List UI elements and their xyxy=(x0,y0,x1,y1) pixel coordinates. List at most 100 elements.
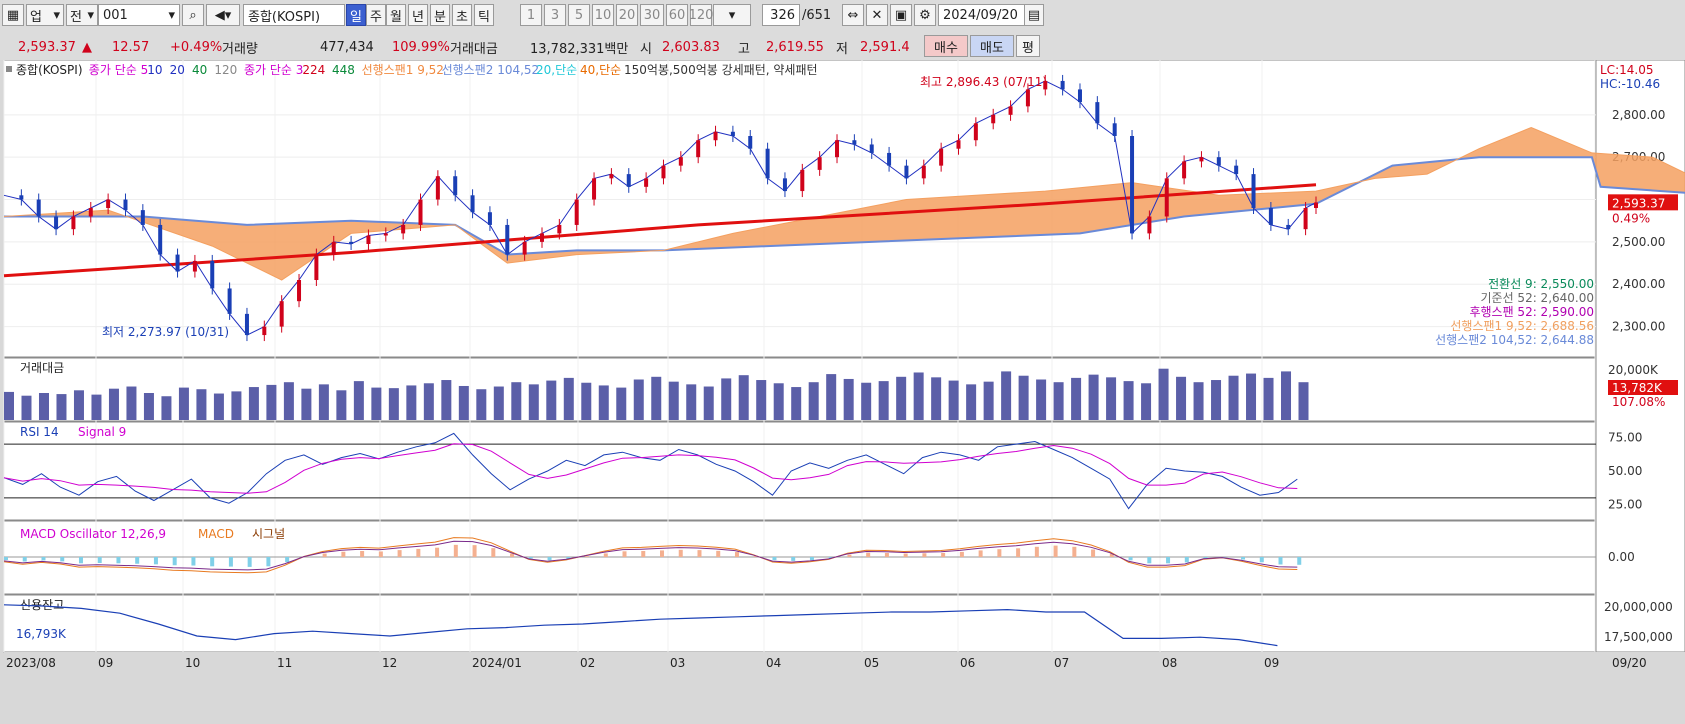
legend-item: 종합(KOSPI) xyxy=(16,63,83,77)
candle-body xyxy=(54,216,59,230)
interval-button-5[interactable]: 5 xyxy=(568,4,590,26)
macd-histogram-bar xyxy=(22,557,27,562)
speaker-icon[interactable]: ◀▾ xyxy=(206,4,240,26)
gear-icon[interactable]: ⚙ xyxy=(914,4,936,26)
candle-body xyxy=(991,114,996,124)
count-input[interactable]: 326 xyxy=(762,4,800,26)
macd-histogram-bar xyxy=(847,554,852,557)
x-tick-label: 04 xyxy=(766,656,781,670)
candle-body xyxy=(904,165,909,179)
buy-button[interactable]: 매수 xyxy=(924,35,968,57)
candle-body xyxy=(1147,216,1152,234)
candle-body xyxy=(782,178,787,192)
volume-bar xyxy=(458,385,469,420)
prev-select[interactable]: 전 ▾ xyxy=(66,4,98,26)
interval-button-3[interactable]: 3 xyxy=(544,4,566,26)
volume-bar xyxy=(808,382,819,420)
rsi-signal-line xyxy=(3,443,1298,494)
interval-button-60[interactable]: 60 xyxy=(666,4,688,26)
save-icon[interactable]: ▣ xyxy=(890,4,912,26)
rsi-tick-label: 75.00 xyxy=(1608,430,1642,444)
x-tick-label: 08 xyxy=(1162,656,1177,670)
period-button-0[interactable]: 일 xyxy=(346,4,366,26)
candle-body xyxy=(1286,224,1291,230)
chevron-down-icon: ▾ xyxy=(53,7,60,23)
interval-button-30[interactable]: 30 xyxy=(640,4,664,26)
volume-bar xyxy=(441,380,452,420)
candle-body xyxy=(210,260,215,289)
macd-histogram-bar xyxy=(959,551,964,557)
x-tick-label: 09 xyxy=(1264,656,1279,670)
calendar-icon[interactable]: ▤ xyxy=(1024,4,1044,26)
volume-bar xyxy=(598,385,609,420)
candle-body xyxy=(887,152,892,166)
interval-dropdown[interactable]: ▾ xyxy=(713,4,751,26)
compare-icon[interactable]: ⇔ xyxy=(842,4,864,26)
date-input[interactable]: 2024/09/20 xyxy=(938,4,1026,26)
candle-body xyxy=(158,224,163,255)
x-tick-label: 2024/01 xyxy=(472,656,522,670)
x-tick-label: 02 xyxy=(580,656,595,670)
search-icon[interactable]: ⌕ xyxy=(182,4,204,26)
interval-button-20[interactable]: 20 xyxy=(616,4,638,26)
legend-item: 150억봉,500억봉 강세패턴, 약세패턴 xyxy=(624,62,818,77)
rsi-panel xyxy=(3,421,1597,521)
period-button-3[interactable]: 년 xyxy=(408,4,428,26)
period-button-6[interactable]: 틱 xyxy=(474,4,494,26)
sell-button[interactable]: 매도 xyxy=(970,35,1014,57)
volume-bar xyxy=(896,376,907,420)
candle-body xyxy=(1077,89,1082,103)
ichimoku-label: 기준선 52: 2,640.00 xyxy=(1481,291,1595,305)
macd-histogram-bar xyxy=(828,557,833,559)
period-button-2[interactable]: 월 xyxy=(386,4,406,26)
macd-histogram-bar xyxy=(585,556,590,557)
rsi-tick-label: 50.00 xyxy=(1608,464,1642,478)
interval-button-10[interactable]: 10 xyxy=(592,4,614,26)
legend-item: 20 xyxy=(170,63,185,77)
stock-chart[interactable]: 2,800.002,700.002,600.002,500.002,400.00… xyxy=(0,60,1685,724)
macd-histogram-bar xyxy=(603,553,608,557)
candle-body xyxy=(574,199,579,225)
type-select[interactable]: 업 ▾ xyxy=(26,4,64,26)
period-button-4[interactable]: 분 xyxy=(430,4,450,26)
macd-histogram-bar xyxy=(1034,546,1039,557)
eval-button[interactable]: 평 xyxy=(1016,35,1040,57)
volume-bar xyxy=(511,382,522,420)
macd-histogram-bar xyxy=(285,557,290,563)
crosshair-icon[interactable]: ✕ xyxy=(866,4,888,26)
candle-body xyxy=(1025,89,1030,107)
credit-panel xyxy=(3,594,1597,653)
high-label: 고 xyxy=(738,41,750,57)
cloud-area xyxy=(4,127,1685,280)
last-price-label: 2,593.37 xyxy=(1612,196,1665,210)
macd-histogram-bar xyxy=(341,551,346,557)
interval-button-1[interactable]: 1 xyxy=(520,4,542,26)
candle-body xyxy=(505,224,510,255)
candle-body xyxy=(227,288,232,314)
volume-bar xyxy=(948,380,959,420)
candle-body xyxy=(696,140,701,158)
volume-bar xyxy=(336,390,347,420)
macd-histogram-bar xyxy=(622,551,627,557)
volume-bar xyxy=(161,396,172,420)
volume-bar xyxy=(878,381,889,420)
credit-line xyxy=(3,604,1278,647)
period-button-1[interactable]: 주 xyxy=(366,4,386,26)
macd-histogram-bar xyxy=(1147,557,1152,564)
volume-bar xyxy=(406,385,417,420)
period-button-5[interactable]: 초 xyxy=(452,4,472,26)
candle-body xyxy=(1314,202,1318,208)
volume-bar xyxy=(703,386,714,420)
price-tick-label: 2,800.00 xyxy=(1612,108,1665,122)
code-input[interactable]: 001 ▾ xyxy=(98,4,180,26)
candle-body xyxy=(973,123,978,141)
interval-button-120[interactable]: 120 xyxy=(689,4,713,26)
candle-body xyxy=(1268,208,1273,225)
name-field[interactable]: 종합(KOSPI) xyxy=(243,4,345,26)
candle-body xyxy=(835,140,840,158)
candle-body xyxy=(592,178,597,200)
macd-histogram-bar xyxy=(472,545,477,557)
layout-icon[interactable]: ▦ xyxy=(2,4,24,26)
macd-histogram-bar xyxy=(510,553,515,557)
